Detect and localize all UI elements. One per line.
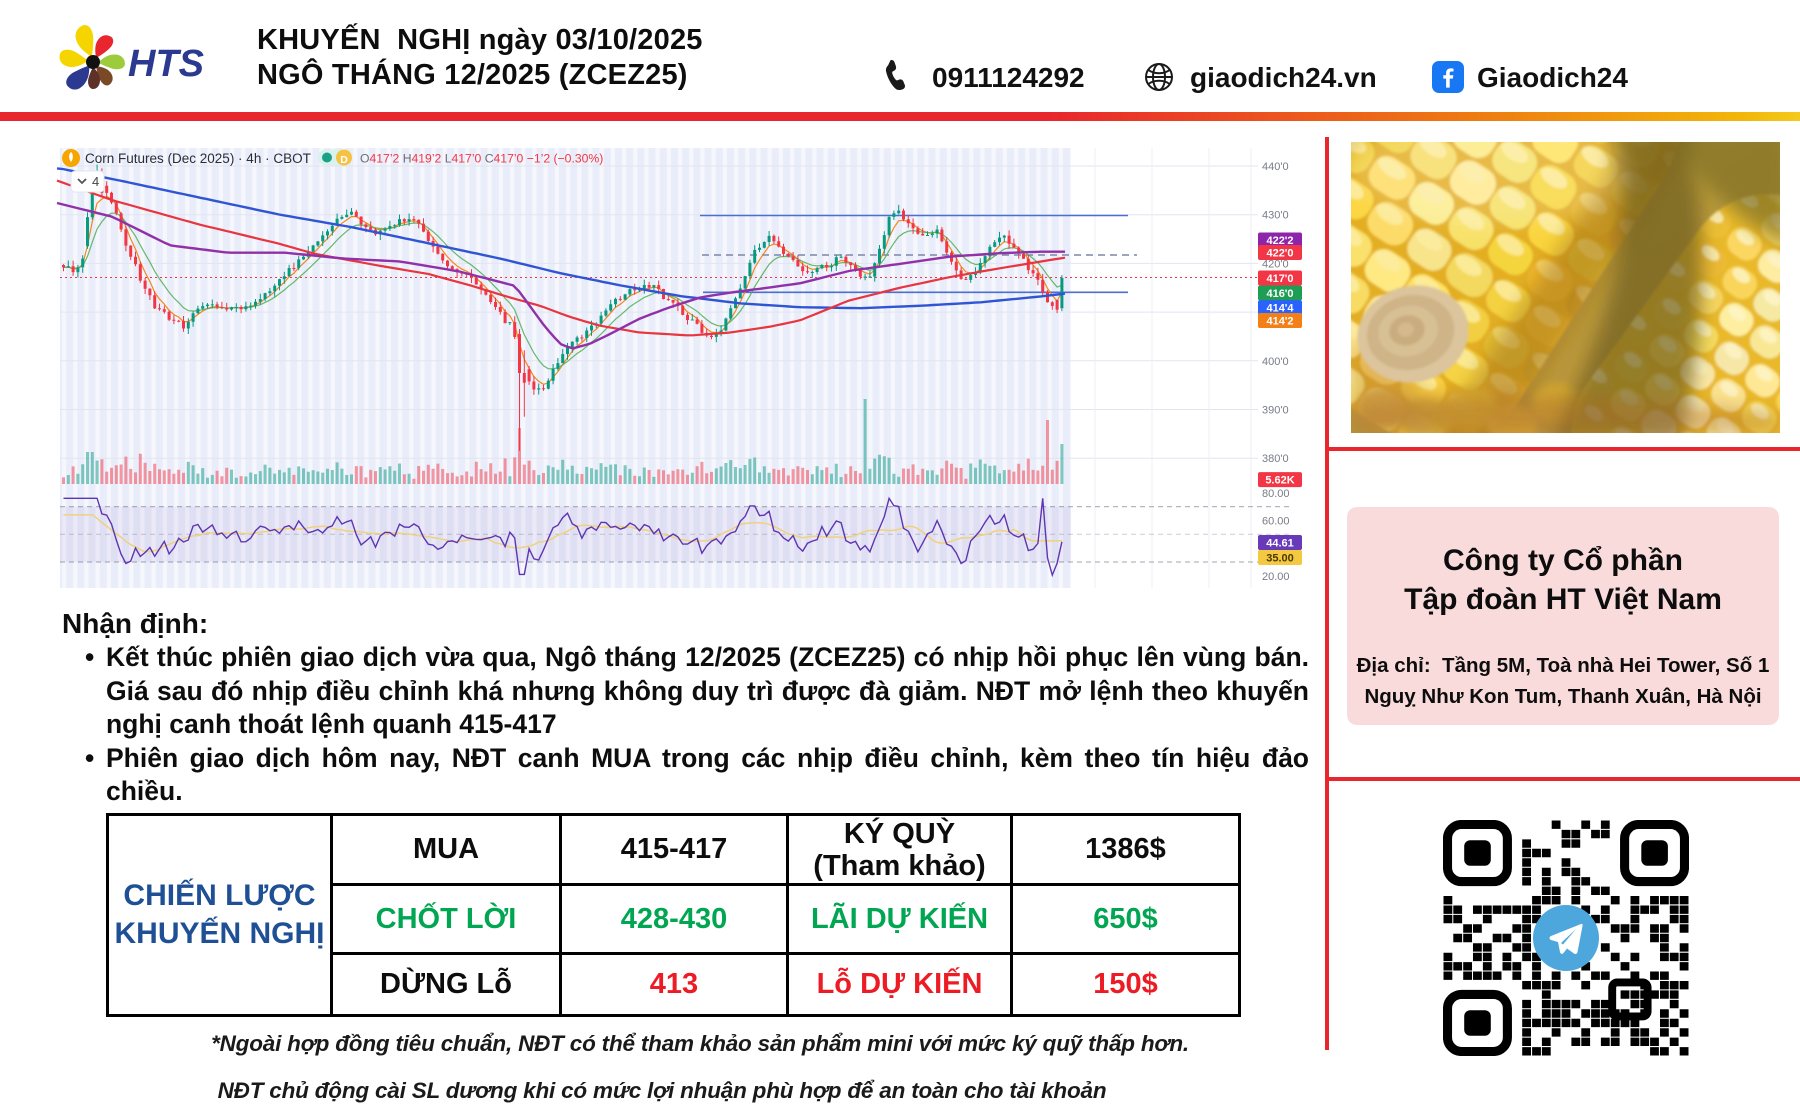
svg-text:422'2: 422'2 (1266, 235, 1293, 247)
svg-text:380'0: 380'0 (1262, 453, 1289, 465)
svg-text:430'0: 430'0 (1262, 210, 1289, 222)
svg-text:414'4: 414'4 (1266, 303, 1294, 315)
svg-text:20.00: 20.00 (1262, 571, 1290, 583)
svg-text:44.61: 44.61 (1266, 538, 1294, 550)
svg-text:4: 4 (92, 174, 99, 189)
svg-text:35.00: 35.00 (1266, 553, 1294, 565)
svg-text:80.00: 80.00 (1262, 488, 1290, 500)
svg-text:414'2: 414'2 (1266, 316, 1293, 328)
svg-text:420'0: 420'0 (1262, 258, 1289, 270)
svg-text:416'0: 416'0 (1266, 288, 1293, 300)
svg-text:Corn Futures (Dec 2025) · 4h ·: Corn Futures (Dec 2025) · 4h · CBOT (85, 151, 311, 166)
svg-text:HTS: HTS (128, 43, 204, 85)
svg-text:417'0: 417'0 (1266, 273, 1293, 285)
svg-text:5.62K: 5.62K (1265, 475, 1294, 487)
svg-text:D: D (340, 154, 348, 166)
svg-text:422'0: 422'0 (1266, 248, 1293, 260)
svg-text:400'0: 400'0 (1262, 356, 1289, 368)
svg-text:O417’2 H419’2 L417’0 C417’0 −1: O417’2 H419’2 L417’0 C417’0 −1’2 (−0.30%… (360, 152, 603, 166)
svg-text:60.00: 60.00 (1262, 516, 1290, 528)
svg-text:440'0: 440'0 (1262, 161, 1289, 173)
svg-text:390'0: 390'0 (1262, 405, 1289, 417)
